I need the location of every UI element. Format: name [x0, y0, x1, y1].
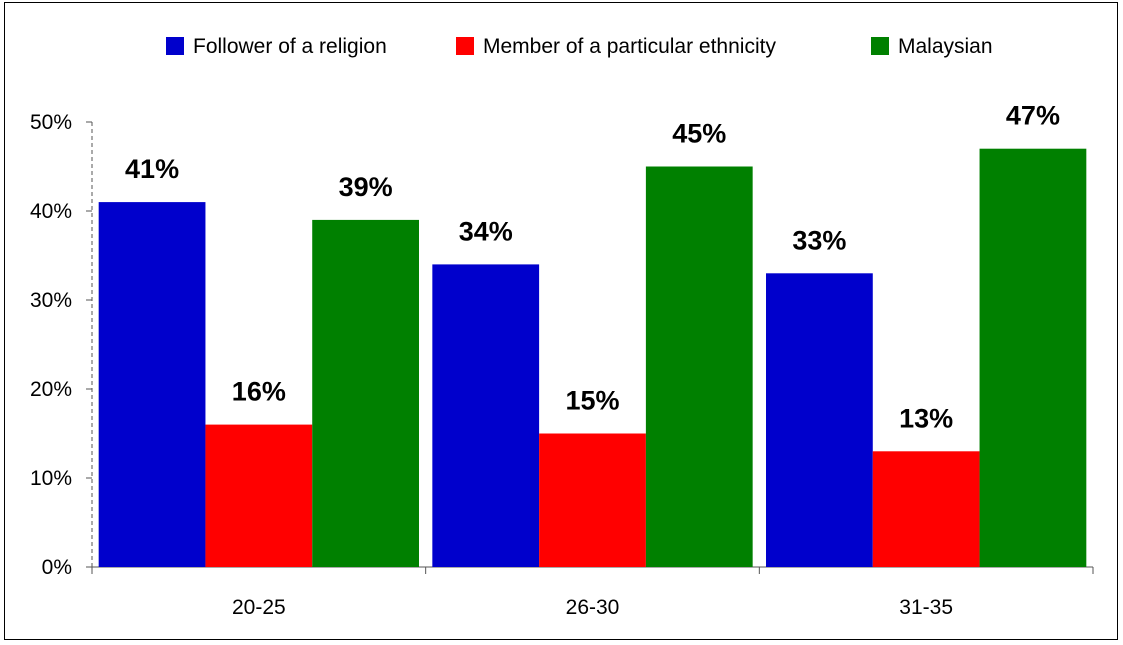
bar — [645, 166, 753, 567]
legend-swatch — [166, 37, 184, 55]
y-tick-label: 0% — [42, 556, 72, 579]
data-label: 41% — [125, 154, 179, 184]
bar — [872, 451, 980, 567]
y-tick-label: 10% — [30, 467, 72, 490]
bar — [979, 148, 1087, 567]
x-tick-label: 20-25 — [232, 596, 286, 619]
bar — [98, 202, 206, 567]
x-tick-label: 31-35 — [899, 596, 953, 619]
data-label: 33% — [792, 225, 846, 255]
bar — [539, 433, 646, 567]
data-label: 16% — [232, 377, 286, 407]
legend: Follower of a religion Member of a partic… — [166, 35, 993, 58]
legend-swatch — [871, 37, 889, 55]
data-label: 13% — [899, 403, 953, 433]
x-axis: 20-25 26-30 31-35 — [91, 566, 1094, 619]
y-tick-label: 40% — [30, 200, 72, 223]
legend-label: Malaysian — [898, 35, 993, 58]
data-label: 39% — [339, 172, 393, 202]
data-labels: 41% 34% 33% 16% 15% 13% 39% 45% 47% — [125, 101, 1060, 434]
x-tick-label: 26-30 — [566, 596, 620, 619]
legend-label: Member of a particular ethnicity — [483, 35, 776, 58]
data-label: 47% — [1006, 101, 1060, 131]
bar — [766, 273, 873, 567]
bar — [312, 219, 419, 567]
bars — [98, 148, 1087, 567]
legend-label: Follower of a religion — [193, 35, 387, 58]
data-label: 15% — [565, 386, 619, 416]
y-tick-label: 20% — [30, 378, 72, 401]
bar — [432, 264, 540, 567]
data-label: 34% — [459, 216, 513, 246]
data-label: 45% — [672, 119, 726, 149]
bar — [205, 424, 313, 567]
legend-swatch — [456, 37, 474, 55]
y-tick-label: 30% — [30, 289, 72, 312]
y-tick-label: 50% — [30, 111, 72, 134]
y-axis: 0% 10% 20% 30% 40% 50% — [30, 111, 93, 579]
